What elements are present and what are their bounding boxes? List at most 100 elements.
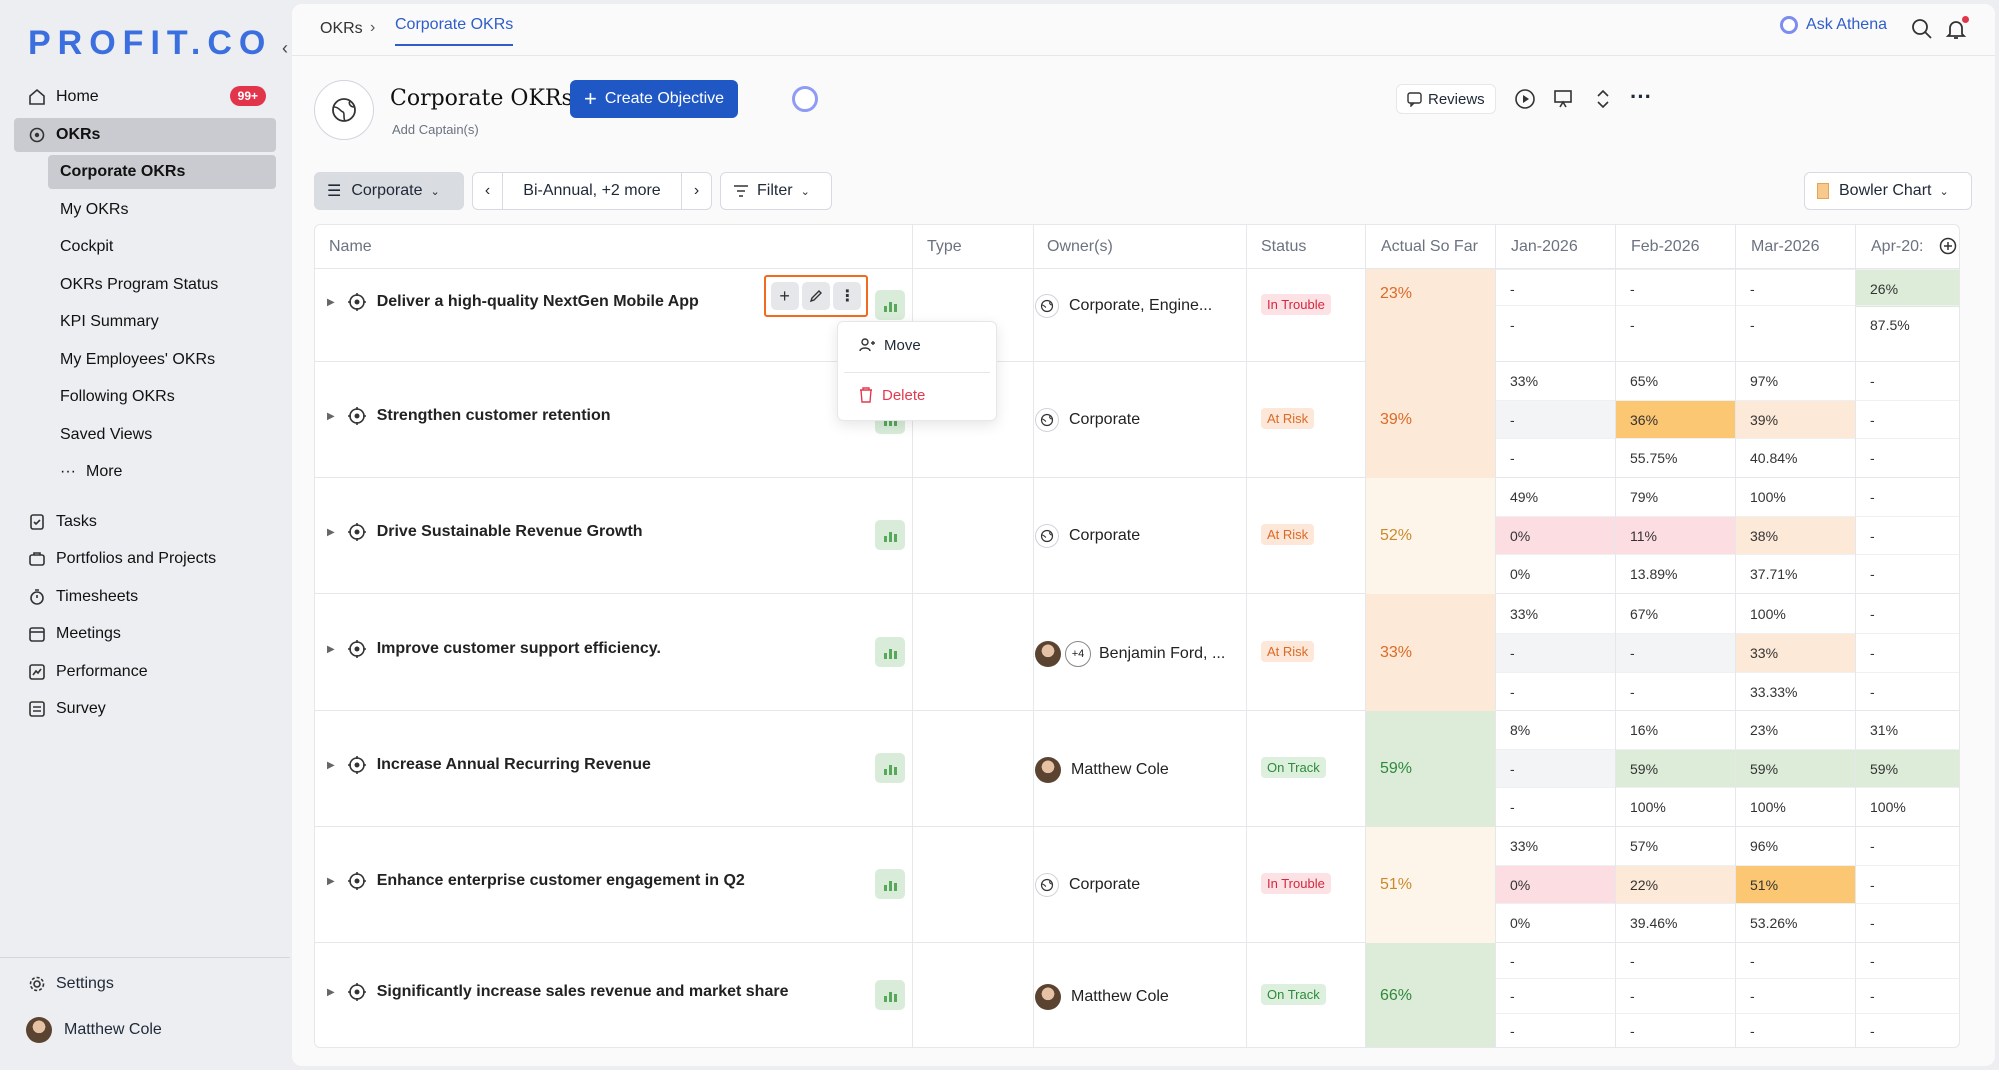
month-progress-cell[interactable]: 100% [1736,787,1855,825]
column-header-type[interactable]: Type [927,238,962,255]
chevron-right-icon[interactable]: › [681,173,711,209]
month-target-cell[interactable]: 49% [1510,489,1539,505]
presentation-icon[interactable] [1552,88,1574,115]
table-row[interactable]: ▶ Improve customer support efficiency. +4 B… [315,594,1959,711]
month-progress-cell[interactable]: 33.33% [1736,672,1855,711]
month-progress-cell[interactable]: - [1736,305,1855,343]
month-progress-cell[interactable]: 39.46% [1616,903,1735,941]
table-row[interactable]: ▶ Increase Annual Recurring Revenue Matthe… [315,711,1959,827]
month-target-cell[interactable]: - [1870,838,1875,854]
progress-chart-button[interactable] [875,753,905,783]
progress-chart-button[interactable] [875,520,905,550]
breadcrumb-okrs[interactable]: OKRs [320,20,363,37]
owner-cell[interactable]: Corporate [1035,873,1140,897]
sidebar-subitem-saved-views[interactable]: Saved Views [60,425,153,443]
month-actual-cell[interactable]: 33% [1736,633,1855,672]
month-actual-cell[interactable]: 59% [1856,749,1959,787]
filter-button[interactable]: Filter ⌄ [720,172,832,210]
table-row[interactable]: ▶ Strengthen customer retention Corporate A… [315,362,1959,478]
month-actual-cell[interactable]: 11% [1616,516,1735,554]
month-progress-cell[interactable]: 0% [1496,554,1615,592]
bell-icon[interactable] [1945,16,1969,40]
app-logo[interactable]: PROFIT.CO [28,24,273,62]
expand-caret-icon[interactable]: ▶ [327,875,335,887]
month-target-cell[interactable]: 67% [1630,605,1659,622]
sidebar-item-home[interactable]: Home 99+ [14,80,276,114]
month-progress-cell[interactable]: - [1856,1013,1959,1047]
sidebar-item-meetings[interactable]: Meetings [14,617,276,651]
bowler-chart-selector[interactable]: Bowler Chart ⌄ [1804,172,1972,210]
add-key-result-button[interactable]: + [770,282,799,310]
month-actual-cell[interactable]: - [1496,400,1615,438]
month-progress-cell[interactable]: - [1856,903,1959,941]
objective-name[interactable]: ▶ Enhance enterprise customer engagement … [327,871,745,891]
month-progress-cell[interactable]: 100% [1856,787,1959,825]
month-target-cell[interactable]: 100% [1750,489,1786,505]
month-actual-cell[interactable]: - [1496,749,1615,787]
month-actual-cell[interactable]: - [1856,516,1959,554]
chevron-left-icon[interactable]: ‹ [473,173,503,209]
month-target-cell[interactable]: - [1750,952,1755,969]
month-actual-cell[interactable]: - [1496,269,1615,307]
month-progress-cell[interactable]: - [1616,672,1735,711]
month-actual-cell[interactable]: - [1856,400,1959,438]
objective-name[interactable]: ▶ Drive Sustainable Revenue Growth [327,522,643,542]
month-actual-cell[interactable]: 0% [1496,865,1615,903]
sidebar-item-settings[interactable]: Settings [28,975,114,993]
sidebar-subitem-more[interactable]: ··· More [48,455,276,489]
month-actual-cell[interactable]: - [1856,865,1959,903]
month-actual-cell[interactable]: - [1856,978,1959,1013]
sidebar-subitem-corporate-okrs[interactable]: Corporate OKRs [48,155,276,189]
month-target-cell[interactable]: 8% [1510,722,1531,738]
month-target-cell[interactable]: - [1870,605,1875,622]
month-target-cell[interactable]: 33% [1510,373,1539,389]
play-icon[interactable] [1514,88,1536,115]
month-progress-cell[interactable]: - [1496,787,1615,825]
month-actual-cell[interactable]: 39% [1736,400,1855,438]
expand-caret-icon[interactable]: ▶ [327,643,335,655]
more-actions-button[interactable]: ⋮ [833,282,862,310]
month-actual-cell[interactable]: - [1496,633,1615,672]
objective-name[interactable]: ▶ Increase Annual Recurring Revenue [327,755,651,775]
sidebar-item-tasks[interactable]: Tasks [14,505,276,539]
user-profile[interactable]: Matthew Cole [26,1017,162,1043]
owner-cell[interactable]: Corporate [1035,524,1140,548]
create-objective-button[interactable]: + Create Objective [570,80,739,118]
month-progress-cell[interactable]: - [1616,1013,1735,1047]
month-actual-cell[interactable]: 59% [1616,749,1735,787]
menu-item-delete[interactable]: Delete [858,386,925,404]
month-actual-cell[interactable]: 51% [1736,865,1855,903]
ai-assistant-icon[interactable] [792,86,818,112]
sidebar-subitem-following-okrs[interactable]: Following OKRs [60,388,175,405]
month-progress-cell[interactable]: - [1496,438,1615,476]
expand-caret-icon[interactable]: ▶ [327,986,335,998]
objective-name[interactable]: ▶ Significantly increase sales revenue an… [327,982,788,1002]
month-target-cell[interactable]: 100% [1750,605,1786,622]
column-header-owners[interactable]: Owner(s) [1047,238,1113,255]
column-header-jan[interactable]: Jan-2026 [1511,238,1578,255]
month-actual-cell[interactable]: 36% [1616,400,1735,438]
objective-name[interactable]: ▶ Strengthen customer retention [327,406,611,426]
month-actual-cell[interactable]: - [1616,978,1735,1013]
progress-chart-button[interactable] [875,290,905,320]
sidebar-item-portfolios[interactable]: Portfolios and Projects [14,542,276,576]
month-target-cell[interactable]: 79% [1630,489,1659,505]
month-progress-cell[interactable]: 13.89% [1616,554,1735,592]
owner-cell[interactable]: Corporate, Engine... [1035,294,1212,318]
column-header-apr[interactable]: Apr-20: [1871,238,1924,255]
tab-corporate-okrs[interactable]: Corporate OKRs [395,16,514,46]
ask-athena-button[interactable]: Ask Athena [1780,16,1887,34]
expand-caret-icon[interactable]: ▶ [327,410,335,422]
column-header-mar[interactable]: Mar-2026 [1751,238,1820,255]
add-captain-link[interactable]: Add Captain(s) [392,122,479,137]
month-progress-cell[interactable]: 100% [1616,787,1735,825]
month-progress-cell[interactable]: 40.84% [1736,438,1855,476]
month-progress-cell[interactable]: - [1496,305,1615,343]
sidebar-item-survey[interactable]: Survey [14,692,276,726]
month-target-cell[interactable]: 57% [1630,838,1659,854]
owner-extra-count[interactable]: +4 [1065,641,1091,667]
month-target-cell[interactable]: 23% [1750,722,1779,738]
table-row[interactable]: ▶ Enhance enterprise customer engagement … [315,827,1959,943]
month-target-cell[interactable]: 65% [1630,373,1659,389]
expand-caret-icon[interactable]: ▶ [327,759,335,771]
